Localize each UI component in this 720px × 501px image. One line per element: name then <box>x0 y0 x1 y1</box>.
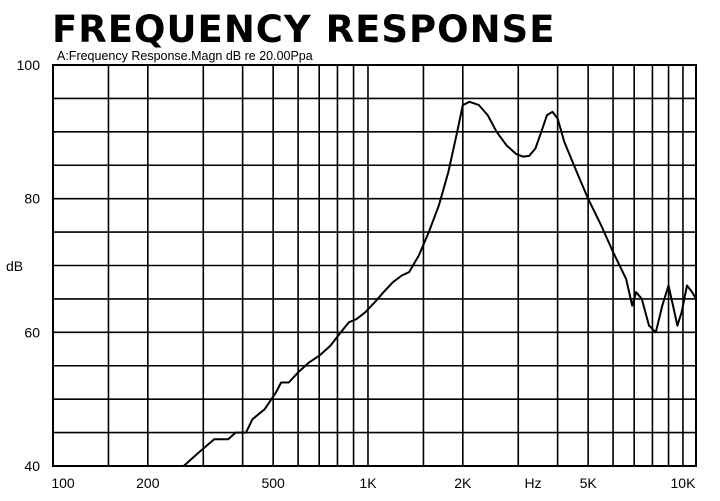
y-tick-labels: 100 80 60 40 <box>17 57 41 474</box>
x-tick-label: 2K <box>454 475 472 491</box>
x-tick-label: 10K <box>671 475 697 491</box>
chart-subtitle: A:Frequency Response.Magn dB re 20.00Ppa <box>57 49 313 63</box>
plot-frame <box>52 64 697 467</box>
x-tick-label: 200 <box>136 475 160 491</box>
grid <box>52 64 697 467</box>
y-tick-label: 100 <box>17 57 41 73</box>
x-tick-label: 5K <box>580 475 598 491</box>
y-tick-label: 80 <box>24 191 40 207</box>
x-tick-labels: 100 200 500 1K 2K 5K 10K <box>51 475 696 491</box>
chart-title: FREQUENCY RESPONSE <box>52 8 555 51</box>
y-axis-label: dB <box>6 258 23 274</box>
x-tick-label: 100 <box>51 475 75 491</box>
y-tick-label: 40 <box>24 458 40 474</box>
x-axis-label: Hz <box>524 475 541 491</box>
x-tick-label: 1K <box>359 475 377 491</box>
y-tick-label: 60 <box>24 324 40 340</box>
x-tick-label: 500 <box>261 475 285 491</box>
frequency-response-curve <box>183 100 697 467</box>
